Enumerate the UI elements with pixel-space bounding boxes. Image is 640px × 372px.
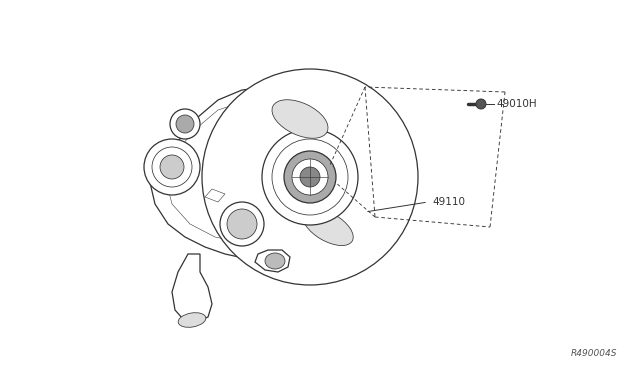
Ellipse shape <box>160 155 184 179</box>
Ellipse shape <box>170 109 200 139</box>
Ellipse shape <box>284 151 336 203</box>
Ellipse shape <box>227 209 257 239</box>
Ellipse shape <box>202 69 418 285</box>
Ellipse shape <box>262 129 358 225</box>
Text: 49010H: 49010H <box>496 99 536 109</box>
Ellipse shape <box>272 100 328 138</box>
Polygon shape <box>148 87 305 259</box>
Ellipse shape <box>292 159 328 195</box>
Ellipse shape <box>220 202 264 246</box>
Ellipse shape <box>303 208 353 246</box>
Ellipse shape <box>176 115 194 133</box>
Polygon shape <box>255 250 290 272</box>
Ellipse shape <box>265 253 285 269</box>
Text: 49110: 49110 <box>432 197 465 207</box>
Ellipse shape <box>178 313 206 327</box>
Ellipse shape <box>300 167 320 187</box>
Polygon shape <box>172 254 212 322</box>
Ellipse shape <box>272 139 348 215</box>
Ellipse shape <box>152 147 192 187</box>
Ellipse shape <box>144 139 200 195</box>
Text: R490004S: R490004S <box>570 349 617 358</box>
Ellipse shape <box>476 99 486 109</box>
